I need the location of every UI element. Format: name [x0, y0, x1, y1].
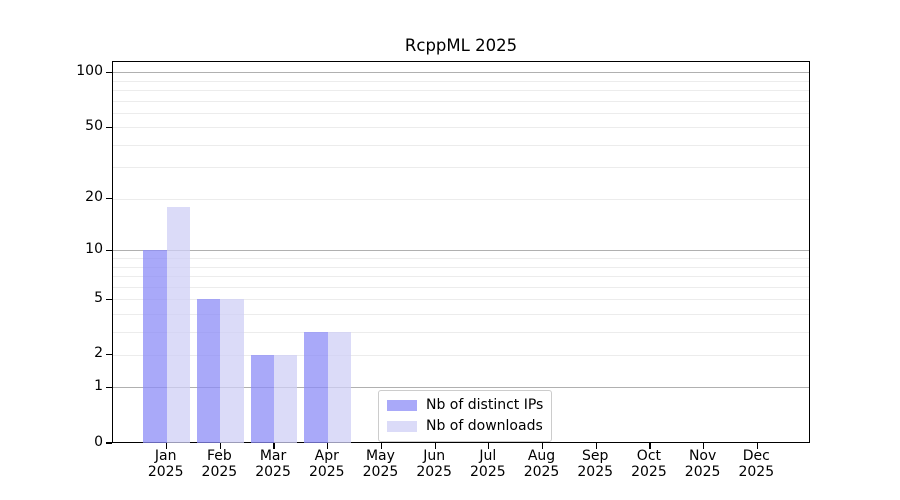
x-tick-mark: [166, 443, 168, 449]
y-tick-label: 0: [94, 433, 103, 450]
x-tick-mark: [703, 443, 705, 449]
x-tick-mark: [434, 443, 436, 449]
bar-nb-of-downloads: [274, 354, 298, 443]
x-tick-label: Jan 2025: [147, 448, 184, 480]
y-tick-mark: [106, 197, 112, 200]
y-tick-label: 5: [94, 289, 103, 306]
legend-item-distinct-ips: Nb of distinct IPs: [387, 396, 543, 415]
plot-area: Nb of distinct IPs Nb of downloads: [106, 61, 810, 449]
bar-nb-of-distinct-ips: [197, 299, 221, 443]
x-tick-label: Mar 2025: [255, 448, 291, 480]
x-tick-label: Sep 2025: [577, 448, 614, 480]
bar-nb-of-distinct-ips: [304, 331, 328, 443]
x-tick-mark: [756, 443, 758, 449]
chart-title: RcppML 2025: [404, 36, 518, 55]
x-tick-mark: [219, 443, 221, 449]
y-tick-label: 100: [76, 62, 103, 79]
y-axis: 100 50 20 10 5 2 1 0: [0, 61, 103, 450]
legend-swatch-distinct-ips: [387, 400, 417, 411]
minor-gridline: [113, 299, 809, 301]
minor-gridline: [113, 144, 809, 146]
major-gridline: [113, 250, 809, 252]
minor-gridline: [113, 198, 809, 200]
y-tick-mark: [106, 126, 112, 128]
x-tick-label: Dec 2025: [738, 448, 775, 480]
minor-gridline: [113, 80, 809, 82]
y-tick-mark: [106, 71, 112, 73]
x-tick-mark: [273, 443, 275, 449]
y-tick-mark: [106, 298, 112, 300]
x-tick-mark: [595, 443, 597, 449]
minor-gridline: [113, 167, 809, 169]
major-gridline: [113, 72, 809, 74]
y-tick-mark: [106, 386, 112, 388]
minor-gridline: [113, 276, 809, 278]
legend-swatch-downloads: [387, 421, 417, 432]
minor-gridline: [113, 90, 809, 92]
x-tick-mark: [649, 443, 651, 449]
x-tick-label: Oct 2025: [631, 448, 667, 480]
legend: Nb of distinct IPs Nb of downloads: [378, 390, 553, 442]
minor-gridline: [113, 354, 809, 356]
x-tick-label: Jun 2025: [416, 448, 452, 480]
x-tick-mark: [541, 443, 544, 449]
x-tick-mark: [488, 443, 490, 449]
legend-label-distinct-ips: Nb of distinct IPs: [426, 397, 544, 413]
bar-nb-of-downloads: [166, 206, 190, 443]
y-tick-mark: [106, 442, 112, 444]
bar-nb-of-distinct-ips: [250, 354, 275, 443]
x-tick-mark: [327, 443, 329, 449]
x-tick-label: Apr 2025: [308, 448, 345, 480]
minor-gridline: [113, 331, 809, 333]
y-tick-label: 1: [94, 377, 103, 394]
x-axis: Jan 2025 Feb 2025 Mar 2025 Apr 2025 May 2025 Jun 20…: [112, 448, 810, 485]
minor-gridline: [113, 266, 809, 268]
y-tick-mark: [106, 354, 112, 356]
minor-gridline: [113, 258, 809, 260]
x-tick-label: Aug 2025: [523, 448, 560, 480]
y-tick-label: 10: [85, 240, 103, 257]
minor-gridline: [113, 127, 809, 129]
minor-gridline: [113, 100, 809, 102]
x-tick-label: Jul 2025: [470, 448, 506, 480]
y-tick-label: 20: [85, 189, 103, 206]
major-gridline: [113, 387, 809, 389]
minor-gridline: [113, 112, 809, 114]
legend-item-downloads: Nb of downloads: [387, 417, 543, 436]
y-tick-label: 2: [94, 345, 103, 362]
x-tick-label: Nov 2025: [684, 448, 721, 480]
minor-gridline: [113, 313, 809, 315]
bar-nb-of-distinct-ips: [143, 250, 167, 443]
x-tick-mark: [380, 443, 383, 449]
y-tick-label: 50: [85, 117, 103, 134]
legend-label-downloads: Nb of downloads: [426, 418, 543, 434]
minor-gridline: [113, 286, 809, 288]
bar-nb-of-downloads: [327, 331, 352, 443]
bar-nb-of-downloads: [220, 299, 244, 443]
y-tick-mark: [106, 249, 112, 252]
x-tick-label: Feb 2025: [201, 448, 238, 480]
x-tick-label: May 2025: [362, 448, 399, 480]
